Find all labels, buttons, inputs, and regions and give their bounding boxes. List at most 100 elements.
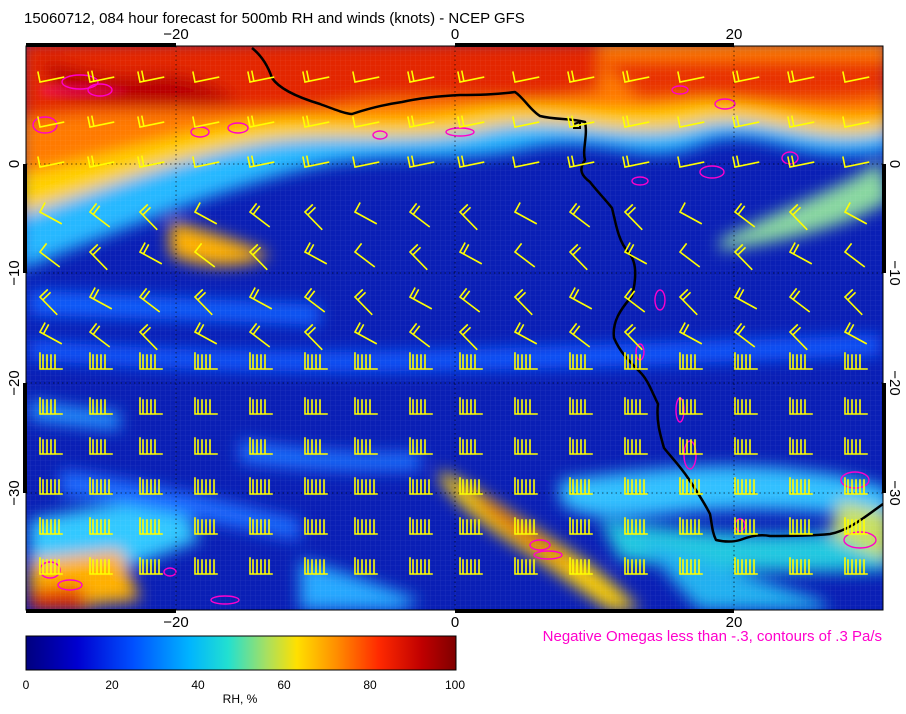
wind-barb-icon [88,243,108,271]
wind-barb-icon [354,437,378,455]
colorbar-tick-100: 100 [444,678,466,692]
wind-barb-icon [457,115,485,128]
wind-barb-icon [248,202,271,228]
wind-barb-icon [247,155,275,168]
wind-barb-icon [459,557,483,575]
wind-barb-icon [407,115,435,128]
wind-barb-icon [679,437,703,455]
wind-barb-icon [38,242,61,268]
wind-barb-icon [569,517,593,535]
wind-barb-icon [89,437,113,455]
colorbar-gradient [25,635,457,671]
wind-barb-icon [37,71,65,83]
wind-barb-icon [192,71,220,83]
wind-barb-icon [459,477,483,495]
lat-label-left-3: −20 [6,370,23,395]
wind-barb-icon [248,322,271,348]
wind-barb-icon [514,437,538,455]
wind-barb-icon [39,437,63,455]
coastline [251,47,883,543]
wind-barb-icon [733,243,753,271]
wind-barb-icon [247,115,275,128]
wind-barb-icon [789,437,813,455]
wind-barb-icon [512,71,540,83]
wind-barb-icon [194,437,218,455]
wind-barb-icon [138,287,161,313]
wind-barb-icon [354,557,378,575]
wind-barb-icon [842,156,870,168]
wind-barb-icon [39,517,63,535]
wind-barb-icon [409,557,433,575]
wind-barb-icon [89,477,113,495]
lat-label-left-2: −10 [6,260,23,285]
wind-barb-icon [39,477,63,495]
wind-barb-icon [138,203,158,231]
wind-barb-icon [569,397,593,415]
wind-barb-icon [624,517,648,535]
wind-barb-icon [513,242,536,268]
wind-barb-icon [844,477,868,495]
wind-barb-icon [622,70,650,83]
wind-barb-icon [842,71,870,83]
wind-barb-icon [39,557,63,575]
wind-barb-icon [844,557,868,575]
lat-label-right-4: −30 [886,480,903,505]
wind-barb-icon [194,557,218,575]
wind-barb-icon [678,322,703,345]
wind-barb-icon [789,557,813,575]
wind-barb-icon [39,352,63,370]
wind-barb-icon [192,156,220,168]
wind-barb-icon [734,397,758,415]
wind-barb-icon [247,70,275,83]
wind-barb-icon [137,155,165,168]
wind-barb-icon [622,115,650,128]
wind-barb-icon [87,115,115,128]
lat-label-right-3: −20 [886,370,903,395]
wind-barb-icon [514,517,538,535]
wind-barb-icon [514,477,538,495]
wind-barb-icon [843,322,868,345]
wind-barb-icon [408,202,431,228]
colorbar-tick-20: 20 [105,678,119,692]
wind-barb-icon [304,557,328,575]
wind-barb-icon [733,202,756,228]
wind-barb-icon [624,557,648,575]
wind-barb-icon [137,70,165,83]
lat-label-left-4: −30 [6,480,23,505]
wind-barb-icon [408,322,431,348]
wind-barb-icon [789,517,813,535]
wind-barb-icon [569,437,593,455]
wind-barb-icon [789,477,813,495]
wind-barb-icon [789,397,813,415]
wind-barb-icon [193,288,213,316]
wind-barb-icon [624,352,648,370]
wind-barb-icon [788,242,813,265]
wind-barb-icon [624,477,648,495]
wind-barb-icon [88,202,111,228]
wind-barb-icon [194,352,218,370]
wind-barb-icon [304,352,328,370]
wind-barb-icon [734,437,758,455]
wind-barb-icon [354,397,378,415]
wind-barb-icon [787,155,815,168]
wind-barb-icon [138,323,158,351]
wind-barb-icon [458,242,483,265]
wind-barb-icon [624,437,648,455]
wind-barb-icon [622,155,650,168]
wind-barb-icon [249,477,273,495]
wind-barb-icon [304,477,328,495]
wind-barb-icon [513,288,533,316]
map-title: 15060712, 084 hour forecast for 500mb RH… [24,10,525,27]
wind-barb-icon [138,242,163,265]
wind-barb-icon [353,288,373,316]
wind-barb-icon [789,352,813,370]
wind-barb-icon [842,116,870,128]
wind-barb-icon [409,437,433,455]
wind-barb-icon [193,202,218,225]
wind-barb-icon [623,203,643,231]
wind-barb-icon [844,352,868,370]
wind-barb-icon [303,203,323,231]
wind-barb-icon [459,517,483,535]
colorbar-tick-0: 0 [22,678,30,692]
